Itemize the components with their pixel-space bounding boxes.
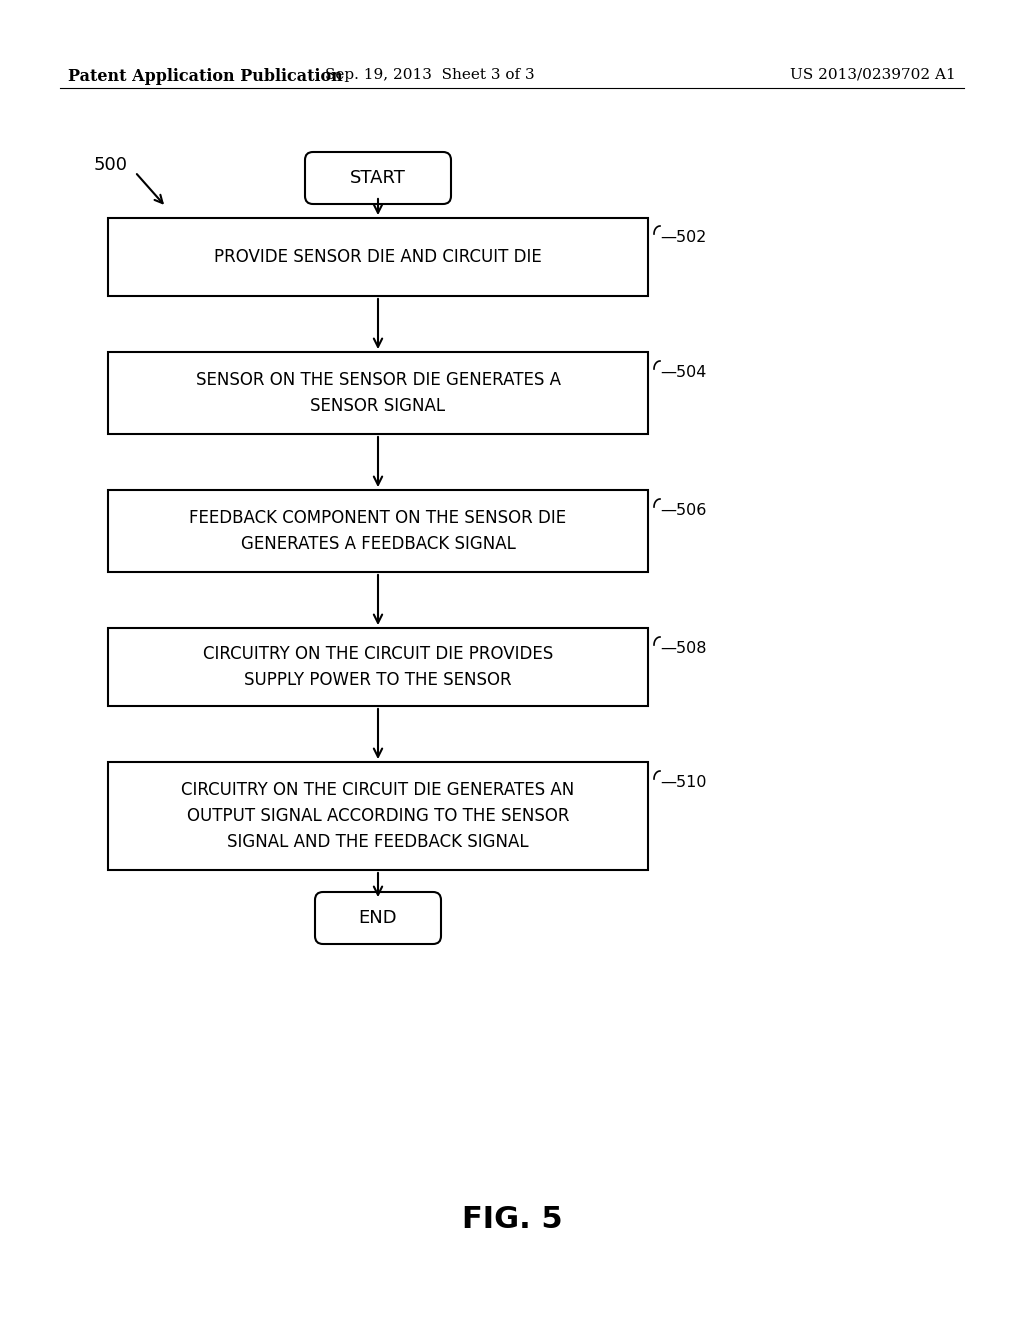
Text: END: END [358, 909, 397, 927]
Text: 500: 500 [94, 156, 128, 174]
Text: —504: —504 [660, 366, 707, 380]
Text: US 2013/0239702 A1: US 2013/0239702 A1 [791, 69, 956, 82]
FancyBboxPatch shape [305, 152, 451, 205]
Text: Sep. 19, 2013  Sheet 3 of 3: Sep. 19, 2013 Sheet 3 of 3 [326, 69, 535, 82]
Bar [108, 762, 648, 870]
Text: SENSOR ON THE SENSOR DIE GENERATES A
SENSOR SIGNAL: SENSOR ON THE SENSOR DIE GENERATES A SEN… [196, 371, 560, 416]
Text: —506: —506 [660, 503, 707, 517]
Bar [108, 628, 648, 706]
Text: PROVIDE SENSOR DIE AND CIRCUIT DIE: PROVIDE SENSOR DIE AND CIRCUIT DIE [214, 248, 542, 267]
Text: FIG. 5: FIG. 5 [462, 1205, 562, 1234]
Text: CIRCUITRY ON THE CIRCUIT DIE GENERATES AN
OUTPUT SIGNAL ACCORDING TO THE SENSOR
: CIRCUITRY ON THE CIRCUIT DIE GENERATES A… [181, 780, 574, 851]
Text: CIRCUITRY ON THE CIRCUIT DIE PROVIDES
SUPPLY POWER TO THE SENSOR: CIRCUITRY ON THE CIRCUIT DIE PROVIDES SU… [203, 644, 553, 689]
FancyBboxPatch shape [315, 892, 441, 944]
Text: START: START [350, 169, 406, 187]
Text: —510: —510 [660, 775, 707, 789]
Bar [108, 352, 648, 434]
Text: —508: —508 [660, 642, 707, 656]
Bar [108, 218, 648, 296]
Text: Patent Application Publication: Patent Application Publication [68, 69, 343, 84]
Text: —502: —502 [660, 230, 707, 246]
Text: FEEDBACK COMPONENT ON THE SENSOR DIE
GENERATES A FEEDBACK SIGNAL: FEEDBACK COMPONENT ON THE SENSOR DIE GEN… [189, 508, 566, 553]
Bar [108, 490, 648, 572]
